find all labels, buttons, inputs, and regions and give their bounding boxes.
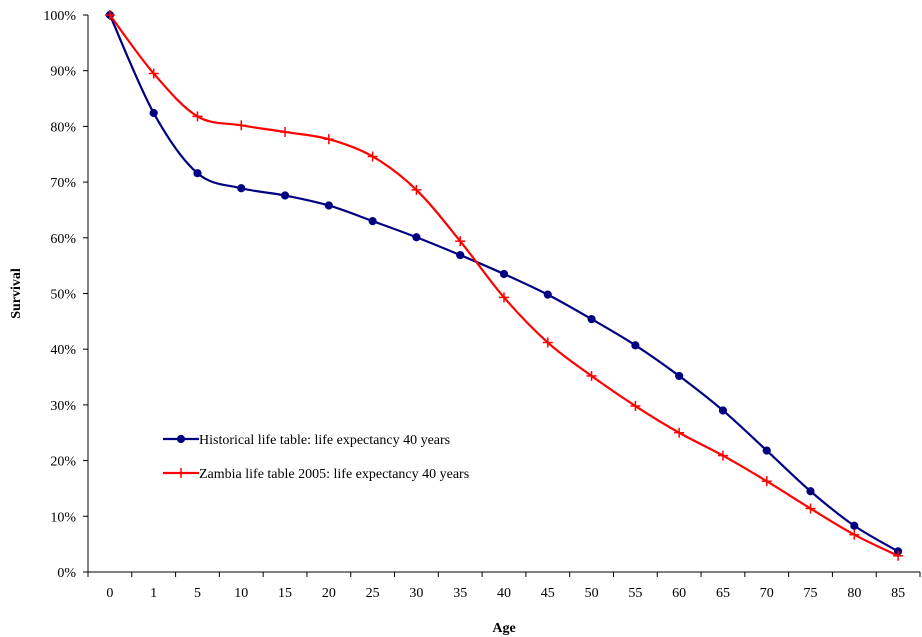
chart-legend: Historical life table: life expectancy 4… bbox=[163, 433, 469, 482]
series-2 bbox=[104, 10, 904, 561]
series-1-point bbox=[412, 233, 421, 242]
x-tick-label: 70 bbox=[760, 586, 774, 601]
series-2-point bbox=[761, 476, 772, 487]
series-2-point bbox=[542, 337, 553, 348]
legend-item-2-label: Zambia life table 2005: life expectancy … bbox=[199, 467, 469, 482]
y-tick-label: 60% bbox=[50, 232, 76, 247]
series-1-point bbox=[850, 521, 859, 530]
x-tick-label: 35 bbox=[453, 586, 467, 601]
series-2-point bbox=[148, 68, 159, 79]
x-tick-label: 60 bbox=[672, 586, 686, 601]
legend-item-2: Zambia life table 2005: life expectancy … bbox=[163, 467, 469, 482]
series-2-point bbox=[323, 134, 334, 145]
series-2-point bbox=[674, 427, 685, 438]
x-tick-label: 40 bbox=[497, 586, 511, 601]
x-tick-label: 25 bbox=[366, 586, 380, 601]
x-tick-label: 15 bbox=[278, 586, 292, 601]
y-tick-label: 40% bbox=[50, 343, 76, 358]
x-tick-label: 20 bbox=[322, 586, 336, 601]
x-tick-label: 30 bbox=[409, 586, 423, 601]
legend-item-1: Historical life table: life expectancy 4… bbox=[163, 433, 450, 448]
x-tick-label: 10 bbox=[234, 586, 248, 601]
x-axis-ticks: 0 1 5 10 15 20 25 30 35 40 45 50 55 60 65 70 75 80 85 bbox=[87, 572, 921, 601]
x-tick-label: 5 bbox=[194, 586, 201, 601]
x-tick-label: 80 bbox=[847, 586, 861, 601]
series-2-point bbox=[455, 236, 466, 247]
series-2-point bbox=[104, 10, 115, 20]
legend-item-2-point bbox=[176, 468, 186, 478]
series-2-point bbox=[192, 111, 203, 122]
series-2-point bbox=[805, 503, 816, 514]
x-tick-label: 50 bbox=[585, 586, 599, 601]
series-1-point bbox=[762, 446, 771, 455]
x-tick-label: 0 bbox=[106, 586, 113, 601]
x-tick-label: 75 bbox=[804, 586, 818, 601]
series-1-point bbox=[543, 290, 552, 299]
series-1-point bbox=[718, 406, 728, 415]
series-2-point bbox=[411, 184, 422, 195]
series-1-point bbox=[631, 341, 640, 350]
y-tick-label: 0% bbox=[57, 566, 76, 581]
series-2-point bbox=[499, 292, 509, 303]
x-tick-label: 55 bbox=[628, 586, 642, 601]
y-tick-label: 10% bbox=[50, 510, 76, 525]
y-tick-label: 30% bbox=[50, 399, 76, 414]
series-1-point bbox=[587, 315, 596, 324]
series-2-point bbox=[849, 529, 860, 540]
series-1-point bbox=[675, 371, 684, 381]
series-1-point bbox=[368, 216, 377, 226]
y-tick-label: 70% bbox=[50, 176, 76, 191]
series-1 bbox=[105, 10, 903, 556]
series-2-point bbox=[367, 151, 378, 162]
series-1-point bbox=[499, 269, 509, 279]
y-tick-label: 90% bbox=[50, 65, 76, 80]
series-2-point bbox=[717, 450, 728, 461]
x-tick-label: 65 bbox=[716, 586, 730, 601]
series-1-point bbox=[149, 108, 158, 118]
x-tick-label: 1 bbox=[150, 586, 157, 601]
legend-item-1-label: Historical life table: life expectancy 4… bbox=[199, 433, 450, 448]
y-tick-label: 80% bbox=[50, 120, 76, 135]
y-axis-title: Survival bbox=[9, 268, 24, 319]
series-1-point bbox=[237, 184, 246, 193]
x-tick-label: 45 bbox=[541, 586, 555, 601]
series-1-point bbox=[280, 191, 290, 200]
series-2-point bbox=[893, 550, 904, 561]
y-tick-label: 100% bbox=[43, 9, 76, 24]
y-axis-ticks: 0% 10% 20% 30% 40% 50% 60% 70% 80% 90% 100% bbox=[43, 9, 88, 581]
series-1-point bbox=[324, 201, 333, 210]
series-1-point bbox=[456, 250, 465, 260]
legend-item-1-point bbox=[176, 434, 186, 444]
y-tick-label: 50% bbox=[50, 288, 76, 303]
series-layer bbox=[104, 10, 904, 561]
series-2-point bbox=[280, 126, 291, 137]
series-1-point bbox=[193, 169, 202, 178]
y-tick-label: 20% bbox=[50, 455, 76, 470]
x-tick-label: 85 bbox=[891, 586, 905, 601]
x-axis-title: Age bbox=[492, 621, 515, 636]
series-2-point bbox=[236, 120, 247, 131]
series-2-point bbox=[586, 370, 597, 381]
series-1-point bbox=[806, 487, 815, 496]
series-2-point bbox=[630, 401, 641, 412]
